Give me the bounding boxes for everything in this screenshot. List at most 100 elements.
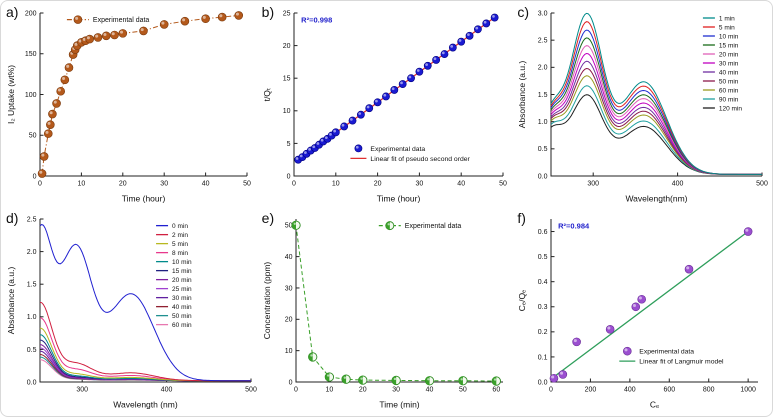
svg-text:400: 400: [624, 386, 636, 393]
panel-e-label: e): [261, 209, 275, 226]
svg-text:20: 20: [119, 181, 127, 188]
svg-text:3.0: 3.0: [538, 10, 548, 17]
svg-text:10 min: 10 min: [172, 258, 192, 265]
svg-text:0.5: 0.5: [27, 346, 37, 353]
svg-text:R²=0.984: R²=0.984: [558, 221, 590, 230]
svg-text:1.0: 1.0: [538, 119, 548, 126]
svg-text:60: 60: [492, 386, 500, 393]
svg-text:Cₑ/Qₑ: Cₑ/Qₑ: [517, 289, 527, 310]
panel-d: d) 300 400 500 0.0 0.5 1.0 1.5 2.0 2.5 Wavelength…: [4, 210, 258, 414]
svg-text:10: 10: [78, 181, 86, 188]
svg-text:Absorbance (a.u.): Absorbance (a.u.): [517, 61, 527, 129]
svg-text:1.5: 1.5: [538, 92, 548, 99]
svg-text:Concentration (ppm): Concentration (ppm): [262, 261, 272, 339]
svg-text:90 min: 90 min: [719, 96, 739, 103]
svg-text:50 min: 50 min: [719, 78, 739, 85]
svg-text:2.0: 2.0: [27, 249, 37, 256]
svg-text:30: 30: [160, 181, 168, 188]
svg-text:Time (hour): Time (hour): [122, 194, 166, 204]
svg-text:20: 20: [359, 386, 367, 393]
svg-text:60 min: 60 min: [719, 87, 739, 94]
svg-text:40: 40: [425, 386, 433, 393]
svg-text:0.0: 0.0: [538, 173, 548, 180]
svg-text:30: 30: [284, 285, 292, 292]
svg-text:Cₑ: Cₑ: [650, 399, 659, 409]
svg-text:Wavelength (nm): Wavelength (nm): [113, 399, 178, 409]
svg-text:0: 0: [288, 379, 292, 386]
svg-text:10 min: 10 min: [719, 33, 739, 40]
svg-text:0.6: 0.6: [538, 228, 548, 235]
panel-b-label: b): [261, 4, 275, 20]
chart-absorbance-time-series-1: 300 400 500 0.0 0.5 1.0 1.5 2.0 2.5 3.0 Wavelength…: [517, 10, 768, 203]
svg-text:2.5: 2.5: [538, 38, 548, 45]
svg-text:Experimental data: Experimental data: [370, 146, 425, 153]
svg-text:0.4: 0.4: [538, 279, 548, 286]
panel-f: f) 0 200 400 600 800 1000 0.0 0.1 0.2 0.3 0.4 0.5 0.…: [515, 210, 769, 414]
chart-concentration-decay: 0 10 20 30 40 50 60 0 10 20 30 40 50 Time (min) Concen…: [262, 218, 503, 409]
svg-text:30 min: 30 min: [172, 294, 192, 301]
svg-text:10: 10: [332, 181, 340, 188]
svg-text:400: 400: [161, 386, 173, 393]
chart-pseudo-second-order-fit: 0 10 20 30 40 50 0 5 10 15 20 25 Time (hour) t/Qₜ R²=0…: [262, 10, 507, 204]
svg-text:30: 30: [415, 181, 423, 188]
chart-absorbance-time-series-2: 300 400 500 0.0 0.5 1.0 1.5 2.0 2.5 Wavelength (n…: [6, 216, 257, 409]
svg-text:30 min: 30 min: [719, 60, 739, 67]
svg-text:40 min: 40 min: [172, 303, 192, 310]
chart-iodine-uptake: 0 10 20 30 40 50 0 50 100 150 200 Time (hour) I₂ Upt…: [6, 10, 251, 204]
svg-text:0.5: 0.5: [538, 146, 548, 153]
svg-text:10: 10: [325, 386, 333, 393]
svg-text:0.2: 0.2: [538, 329, 548, 336]
svg-text:60 min: 60 min: [172, 321, 192, 328]
svg-text:0: 0: [38, 181, 42, 188]
svg-text:400: 400: [672, 181, 684, 188]
svg-text:500: 500: [756, 181, 768, 188]
svg-text:Time (hour): Time (hour): [376, 194, 420, 204]
svg-text:0: 0: [292, 181, 296, 188]
svg-text:1000: 1000: [741, 386, 757, 393]
panel-b: b) 0 10 20 30 40 50 0 5 10 15 20 25 Time (hour) t/Qₜ R…: [260, 4, 514, 208]
svg-text:15 min: 15 min: [719, 42, 739, 49]
svg-text:50: 50: [243, 181, 251, 188]
svg-text:50: 50: [459, 386, 467, 393]
svg-text:600: 600: [664, 386, 676, 393]
svg-text:5: 5: [286, 141, 290, 148]
svg-text:0: 0: [286, 173, 290, 180]
svg-text:200: 200: [585, 386, 597, 393]
svg-text:2.5: 2.5: [27, 216, 37, 223]
svg-text:0: 0: [294, 386, 298, 393]
svg-text:Experimental data: Experimental data: [640, 348, 695, 355]
panel-a: a) 0 10 20 30 40 50 0 50 100 150 200 Time (hour) I₂ …: [4, 4, 258, 208]
svg-text:0: 0: [549, 386, 553, 393]
svg-text:800: 800: [703, 386, 715, 393]
svg-text:50: 50: [284, 222, 292, 229]
svg-text:Experimental data: Experimental data: [93, 17, 150, 24]
svg-text:500: 500: [245, 386, 257, 393]
svg-text:20: 20: [282, 43, 290, 50]
svg-text:40: 40: [284, 254, 292, 261]
panel-f-label: f): [517, 209, 526, 226]
svg-text:20: 20: [284, 316, 292, 323]
chart-langmuir-fit: 0 200 400 600 800 1000 0.0 0.1 0.2 0.3 0.4 0.5 0.6 Cₑ…: [517, 218, 759, 409]
svg-text:100: 100: [25, 92, 37, 99]
svg-text:0.1: 0.1: [538, 354, 548, 361]
svg-text:300: 300: [588, 181, 600, 188]
svg-text:t/Qₜ: t/Qₜ: [262, 87, 272, 101]
svg-text:1 min: 1 min: [719, 15, 735, 22]
svg-text:0.3: 0.3: [538, 304, 548, 311]
svg-text:Experimental data: Experimental data: [404, 223, 461, 230]
svg-text:20 min: 20 min: [719, 51, 739, 58]
svg-text:150: 150: [25, 51, 37, 58]
svg-text:2 min: 2 min: [172, 231, 188, 238]
svg-text:2.0: 2.0: [538, 65, 548, 72]
svg-text:I₂ Uptake (wt%): I₂ Uptake (wt%): [6, 65, 16, 124]
svg-text:20: 20: [373, 181, 381, 188]
svg-text:50 min: 50 min: [172, 312, 192, 319]
svg-text:Time (min): Time (min): [379, 399, 419, 409]
svg-text:25 min: 25 min: [172, 285, 192, 292]
svg-text:Linear fit of Langmuir model: Linear fit of Langmuir model: [640, 358, 725, 365]
panel-a-label: a): [6, 4, 19, 20]
svg-text:5 min: 5 min: [172, 240, 188, 247]
svg-text:15: 15: [282, 76, 290, 83]
svg-text:50: 50: [29, 133, 37, 140]
